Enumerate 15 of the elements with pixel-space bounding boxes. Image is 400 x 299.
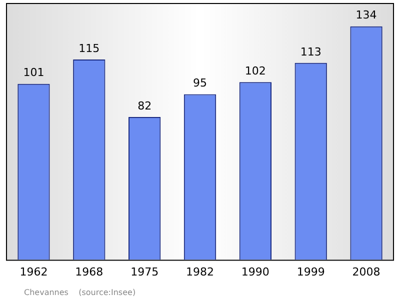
text: Chevannes (source:Insee) bbox=[24, 288, 136, 297]
x-tick-label: 1962 bbox=[20, 265, 48, 278]
data-label: 113 bbox=[300, 45, 322, 58]
data-label: 102 bbox=[244, 64, 266, 78]
data-label: 82 bbox=[138, 99, 152, 112]
data-label: 115 bbox=[78, 42, 100, 55]
data-label: 95 bbox=[193, 76, 207, 90]
data-label: 101 bbox=[23, 66, 44, 80]
x-tick-label: 2008 bbox=[352, 265, 380, 278]
x-tick-label: 1990 bbox=[241, 265, 270, 278]
data-label: 134 bbox=[356, 8, 377, 22]
x-tick-label: 1982 bbox=[186, 265, 214, 278]
x-tick-label: 1999 bbox=[296, 265, 325, 278]
x-tick-label: 1975 bbox=[130, 265, 159, 278]
x-tick-label: 1968 bbox=[75, 265, 104, 278]
